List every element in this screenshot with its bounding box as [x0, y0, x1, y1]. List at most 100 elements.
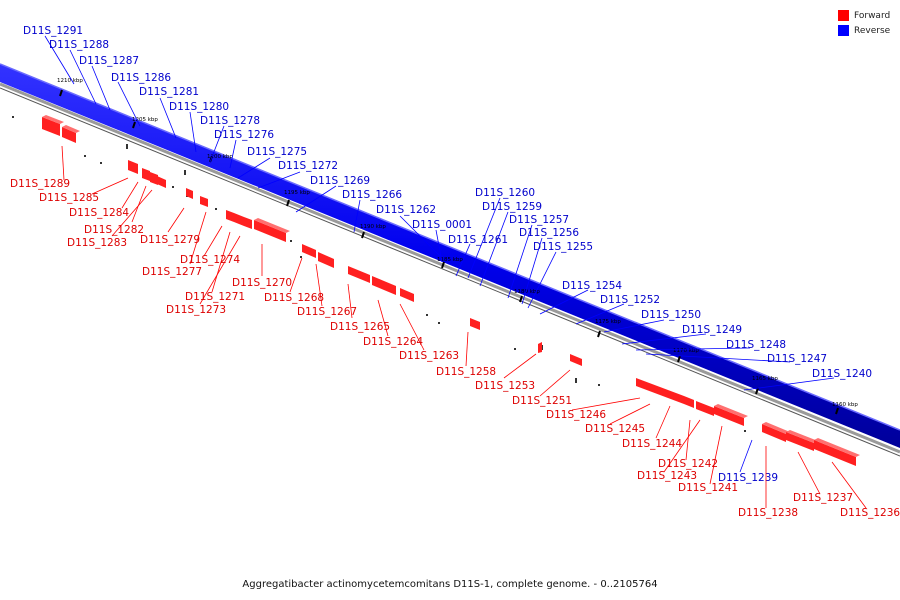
gene-label-forward[interactable]: D11S_1242 — [658, 458, 718, 470]
gene-label-reverse[interactable]: D11S_1259 — [482, 201, 542, 213]
gene-label-forward[interactable]: D11S_1282 — [84, 224, 144, 236]
gene-label-reverse[interactable]: D11S_1250 — [641, 309, 701, 321]
gene-label-forward[interactable]: D11S_1253 — [475, 380, 535, 392]
gene-label-forward[interactable]: D11S_1274 — [180, 254, 240, 266]
gene-box-1268[interactable] — [254, 218, 290, 242]
gene-box-1245[interactable] — [652, 384, 668, 398]
gene-label-reverse[interactable]: D11S_1240 — [812, 368, 872, 380]
gene-label-reverse[interactable]: D11S_1281 — [139, 86, 199, 98]
legend: Forward Reverse — [838, 8, 890, 38]
gene-box-1263[interactable] — [372, 276, 396, 295]
gene-label-reverse[interactable]: D11S_0001 — [412, 219, 472, 231]
gene-label-forward[interactable]: D11S_1277 — [142, 266, 202, 278]
gene-label-reverse[interactable]: D11S_1252 — [600, 294, 660, 306]
gene-label-reverse[interactable]: D11S_1276 — [214, 129, 274, 141]
gene-box-1242[interactable] — [684, 396, 694, 408]
gene-label-forward[interactable]: D11S_1273 — [166, 304, 226, 316]
gene-label-reverse[interactable]: D11S_1256 — [519, 227, 579, 239]
gene-label-reverse[interactable]: D11S_1262 — [376, 204, 436, 216]
gene-label-forward[interactable]: D11S_1271 — [185, 291, 245, 303]
gene-label-forward[interactable]: D11S_1243 — [637, 470, 697, 482]
gene-label-forward[interactable]: D11S_1267 — [297, 306, 357, 318]
tick-label: 1200 kbp — [207, 154, 233, 160]
gene-label-forward[interactable]: D11S_1268 — [264, 292, 324, 304]
gene-label-reverse[interactable]: D11S_1239 — [718, 472, 778, 484]
gene-box-1270[interactable] — [244, 217, 252, 229]
gene-box-1251[interactable] — [570, 354, 582, 366]
gene-label-forward[interactable]: D11S_1238 — [738, 507, 798, 519]
gene-label-reverse[interactable]: D11S_1261 — [448, 234, 508, 246]
tick-label: 1165 kbp — [752, 376, 778, 382]
gene-box-1253[interactable] — [538, 342, 542, 353]
gene-label-forward[interactable]: D11S_1237 — [793, 492, 853, 504]
gene-label-forward[interactable]: D11S_1246 — [546, 409, 606, 421]
tick-label: 1190 kbp — [360, 224, 386, 230]
gene-box-1237[interactable] — [786, 430, 818, 451]
gene-label-forward[interactable]: D11S_1285 — [39, 192, 99, 204]
forward-gene-boxes — [42, 115, 860, 466]
gene-label-reverse[interactable]: D11S_1269 — [310, 175, 370, 187]
gene-box-1243[interactable] — [696, 401, 714, 416]
gene-label-forward[interactable]: D11S_1245 — [585, 423, 645, 435]
gene-box-1267[interactable] — [302, 244, 316, 258]
gene-label-reverse[interactable]: D11S_1291 — [23, 25, 83, 37]
gene-label-reverse[interactable]: D11S_1275 — [247, 146, 307, 158]
gene-label-forward[interactable]: D11S_1270 — [232, 277, 292, 289]
gene-box-1279[interactable] — [157, 176, 166, 188]
gene-box-1273[interactable] — [234, 213, 244, 226]
gene-box-1236[interactable] — [814, 438, 860, 466]
gene-label-reverse[interactable]: D11S_1288 — [49, 39, 109, 51]
gene-box-1289[interactable] — [42, 115, 64, 136]
gene-box-1285[interactable] — [62, 125, 80, 143]
gene-box-1238[interactable] — [762, 422, 790, 442]
scatter-dots — [12, 116, 746, 432]
gene-label-reverse[interactable]: D11S_1254 — [562, 280, 622, 292]
gene-box-1244[interactable] — [668, 390, 684, 404]
gene-label-reverse[interactable]: D11S_1280 — [169, 101, 229, 113]
band-highlight — [0, 63, 900, 431]
gene-label-reverse[interactable]: D11S_1278 — [200, 115, 260, 127]
gene-label-forward[interactable]: D11S_1284 — [69, 207, 129, 219]
reverse-swatch-icon — [838, 25, 849, 36]
gene-box-1277[interactable] — [186, 188, 193, 199]
gene-label-forward[interactable]: D11S_1258 — [436, 366, 496, 378]
gene-label-forward[interactable]: D11S_1264 — [363, 336, 423, 348]
gene-box-1246[interactable] — [636, 378, 652, 392]
legend-forward: Forward — [838, 8, 890, 23]
gene-label-reverse[interactable]: D11S_1255 — [533, 241, 593, 253]
gene-box-1258[interactable] — [470, 318, 480, 330]
gene-label-reverse[interactable]: D11S_1260 — [475, 187, 535, 199]
gene-label-forward[interactable]: D11S_1236 — [840, 507, 900, 519]
gene-label-reverse[interactable]: D11S_1287 — [79, 55, 139, 67]
backbone-line — [0, 82, 900, 454]
gene-label-reverse[interactable]: D11S_1257 — [509, 214, 569, 226]
gene-box-1282[interactable] — [142, 168, 150, 181]
gene-box-1274[interactable] — [200, 196, 208, 207]
gene-label-reverse[interactable]: D11S_1249 — [682, 324, 742, 336]
reverse-strand-band — [0, 64, 900, 448]
gene-label-forward[interactable]: D11S_1263 — [399, 350, 459, 362]
tick-label: 1175 kbp — [595, 319, 621, 325]
gene-box-1241[interactable] — [714, 404, 748, 426]
gene-label-reverse[interactable]: D11S_1247 — [767, 353, 827, 365]
gene-label-forward[interactable]: D11S_1244 — [622, 438, 682, 450]
gene-box-1283[interactable] — [150, 172, 158, 185]
gene-box-1271[interactable] — [226, 210, 234, 222]
gene-box-1284[interactable] — [128, 160, 138, 174]
gene-label-reverse[interactable]: D11S_1272 — [278, 160, 338, 172]
gene-box-1262b[interactable] — [400, 288, 414, 302]
gene-label-forward[interactable]: D11S_1289 — [10, 178, 70, 190]
gene-label-forward[interactable]: D11S_1265 — [330, 321, 390, 333]
gene-label-forward[interactable]: D11S_1241 — [678, 482, 738, 494]
gene-box-1265[interactable] — [318, 252, 334, 268]
gene-label-reverse[interactable]: D11S_1248 — [726, 339, 786, 351]
gene-label-forward[interactable]: D11S_1279 — [140, 234, 200, 246]
gene-label-reverse[interactable]: D11S_1286 — [111, 72, 171, 84]
gene-label-reverse[interactable]: D11S_1266 — [342, 189, 402, 201]
gene-box-1264[interactable] — [348, 266, 370, 283]
genome-caption: Aggregatibacter actinomycetemcomitans D1… — [242, 579, 658, 590]
legend-forward-label: Forward — [854, 10, 891, 21]
tick-label: 1210 kbp — [57, 78, 83, 84]
gene-label-forward[interactable]: D11S_1251 — [512, 395, 572, 407]
gene-label-forward[interactable]: D11S_1283 — [67, 237, 127, 249]
